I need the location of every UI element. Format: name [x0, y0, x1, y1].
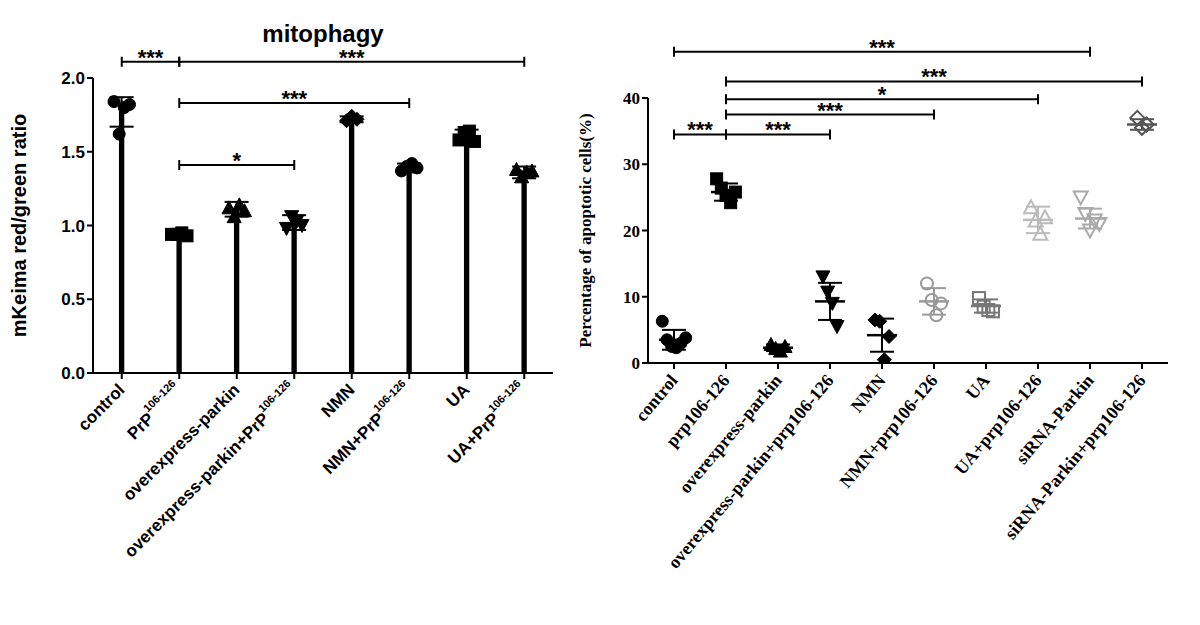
svg-text:overexpress-parkin+PrP106-126: overexpress-parkin+PrP106-126 [117, 377, 301, 561]
svg-text:20: 20 [623, 222, 640, 241]
svg-text:2.0: 2.0 [61, 69, 85, 88]
svg-text:30: 30 [623, 155, 640, 174]
svg-text:siRNA-Parkin+prp106-126: siRNA-Parkin+prp106-126 [1000, 371, 1149, 543]
svg-text:0.0: 0.0 [61, 364, 85, 383]
svg-text:UA: UA [962, 371, 994, 404]
svg-text:control: control [74, 380, 128, 434]
svg-text:***: *** [869, 35, 895, 60]
svg-text:***: *** [765, 117, 791, 142]
svg-text:*: * [878, 82, 887, 107]
svg-text:1.5: 1.5 [61, 143, 85, 162]
svg-text:1.0: 1.0 [61, 217, 85, 236]
svg-text:***: *** [817, 98, 843, 123]
svg-text:0.5: 0.5 [61, 290, 85, 309]
svg-text:***: *** [138, 45, 164, 70]
svg-text:***: *** [921, 64, 947, 89]
svg-text:NMN: NMN [318, 380, 359, 421]
svg-text:UA: UA [443, 380, 474, 411]
svg-text:***: *** [687, 117, 713, 142]
svg-text:UA+prp106-126: UA+prp106-126 [950, 370, 1046, 479]
svg-text:***: *** [281, 86, 307, 111]
svg-text:NMN: NMN [847, 371, 890, 417]
svg-text:Percentage of apoptotic cells(: Percentage of apoptotic cells(%) [576, 113, 595, 347]
svg-text:overexpress-parkin+prp106-126: overexpress-parkin+prp106-126 [664, 371, 838, 573]
svg-text:NMN+PrP106-126: NMN+PrP106-126 [316, 377, 416, 477]
svg-text:***: *** [339, 45, 365, 70]
svg-text:*: * [232, 148, 241, 173]
svg-text:mitophagy: mitophagy [262, 20, 384, 47]
svg-text:0: 0 [632, 354, 641, 373]
svg-text:UA+PrP106-126: UA+PrP106-126 [441, 377, 531, 467]
svg-text:NMN+prp106-126: NMN+prp106-126 [836, 371, 942, 492]
svg-text:10: 10 [623, 288, 640, 307]
svg-text:mKeima red/green ratio: mKeima red/green ratio [8, 114, 30, 337]
svg-text:40: 40 [623, 89, 640, 108]
svg-text:control: control [631, 371, 681, 426]
